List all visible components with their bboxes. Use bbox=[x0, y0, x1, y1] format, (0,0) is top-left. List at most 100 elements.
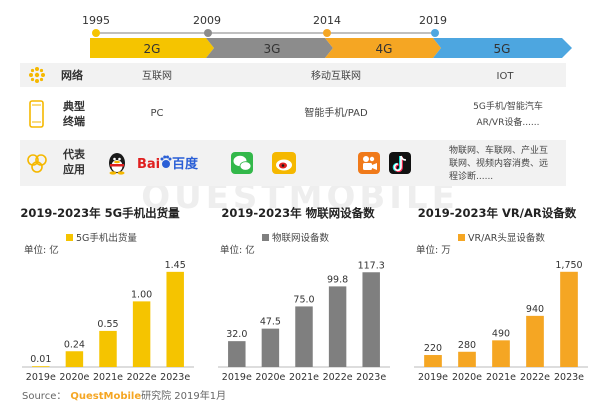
bar-value-label: 490 bbox=[492, 328, 510, 339]
row-label-apps-1: 代表 bbox=[62, 147, 86, 161]
network-mobile-internet: 移动互联网 bbox=[311, 69, 361, 82]
bar-2022e bbox=[328, 286, 347, 367]
bar-2019e bbox=[228, 341, 246, 367]
bar-2021e bbox=[295, 306, 313, 367]
row-label-devices-1: 典型 bbox=[63, 99, 85, 113]
iot-apps-line2: 联网、视频内容消费、远 bbox=[449, 157, 548, 169]
legend-swatch bbox=[262, 234, 269, 241]
row-label-network: 网络 bbox=[61, 68, 83, 82]
baidu-text-cn: 百度 bbox=[172, 156, 199, 172]
x-tick-label: 2022e bbox=[520, 372, 550, 383]
bar-value-label: 0.01 bbox=[30, 354, 51, 365]
bar-2023e bbox=[166, 271, 184, 367]
phone-icon bbox=[29, 100, 44, 128]
timeline-dot-2014 bbox=[323, 29, 331, 37]
network-internet: 互联网 bbox=[142, 70, 172, 82]
row-devices: 典型 终端 PC 智能手机/PAD 5G手机/智能汽车 AR/VR设备.....… bbox=[29, 99, 543, 128]
segment-4g bbox=[325, 38, 441, 58]
x-tick-label: 2021e bbox=[289, 372, 319, 383]
x-tick-label: 2020e bbox=[59, 372, 89, 383]
bar-value-label: 1.45 bbox=[165, 260, 186, 271]
chart-title: 2019-2023年 物联网设备数 bbox=[221, 206, 375, 220]
segment-2g bbox=[90, 38, 214, 58]
legend-label: VR/AR头显设备数 bbox=[468, 232, 545, 244]
segment-3g bbox=[206, 38, 333, 58]
device-smartphone: 智能手机/PAD bbox=[304, 106, 368, 119]
row-apps: 代表 应用 Bai 百度 bbox=[27, 144, 548, 182]
year-2009: 2009 bbox=[193, 14, 221, 27]
source-suffix: 研究院 2019年1月 bbox=[141, 389, 226, 402]
x-tick-label: 2021e bbox=[93, 372, 123, 383]
row-network-bg bbox=[20, 63, 566, 87]
bar-value-label: 220 bbox=[424, 343, 442, 354]
x-tick-label: 2022e bbox=[323, 372, 353, 383]
bar-2020e bbox=[65, 351, 84, 367]
bar-2021e bbox=[99, 330, 117, 367]
year-2019: 2019 bbox=[419, 14, 447, 27]
segment-4g-label: 4G bbox=[376, 42, 393, 56]
douyin-icon bbox=[389, 152, 411, 174]
chart-unit-label: 单位: 亿 bbox=[220, 244, 255, 256]
bar-2021e bbox=[492, 340, 510, 367]
bar-2023e bbox=[362, 272, 380, 367]
row-label-apps-2: 应用 bbox=[63, 162, 85, 176]
x-tick-label: 2022e bbox=[127, 372, 157, 383]
bar-2023e bbox=[560, 271, 578, 367]
segment-5g-label: 5G bbox=[494, 42, 511, 56]
kuaishou-icon bbox=[358, 152, 380, 174]
network-icon bbox=[29, 67, 45, 83]
x-tick-label: 2020e bbox=[452, 372, 482, 383]
bar-2019e bbox=[32, 366, 50, 367]
device-pc: PC bbox=[150, 108, 163, 119]
bar-2020e bbox=[261, 328, 280, 367]
legend-swatch bbox=[66, 234, 73, 241]
wechat-icon bbox=[231, 152, 253, 174]
year-1995: 1995 bbox=[82, 14, 110, 27]
chart-unit-label: 单位: 亿 bbox=[24, 244, 59, 256]
legend-swatch bbox=[458, 234, 465, 241]
legend-label: 5G手机出货量 bbox=[76, 232, 137, 244]
iot-apps-line1: 物联网、车联网、产业互 bbox=[449, 144, 548, 156]
bar-2022e bbox=[132, 301, 151, 367]
x-tick-label: 2020e bbox=[255, 372, 285, 383]
timeline: 1995 2009 2014 2019 2G 3G 4G 5G bbox=[82, 14, 572, 58]
segment-3g-label: 3G bbox=[264, 42, 281, 56]
year-2014: 2014 bbox=[313, 14, 341, 27]
iot-apps-line3: 程诊断...... bbox=[449, 170, 493, 182]
timeline-dot-2019 bbox=[431, 29, 439, 37]
x-tick-label: 2023e bbox=[554, 372, 584, 383]
timeline-dot-2009 bbox=[204, 29, 212, 37]
device-5g-line1: 5G手机/智能汽车 bbox=[473, 100, 543, 112]
bar-2022e bbox=[526, 315, 544, 367]
bar-2020e bbox=[458, 351, 476, 367]
x-tick-label: 2023e bbox=[356, 372, 386, 383]
x-tick-label: 2019e bbox=[26, 372, 56, 383]
bar-value-label: 0.24 bbox=[64, 339, 85, 350]
source-line: Source： QuestMobile研究院 2019年1月 bbox=[22, 389, 226, 402]
network-iot: IOT bbox=[497, 71, 515, 82]
segment-5g bbox=[433, 38, 572, 58]
chart-title: 2019-2023年 5G手机出货量 bbox=[20, 206, 180, 220]
bar-value-label: 940 bbox=[526, 304, 544, 315]
chart-unit-label: 单位: 万 bbox=[416, 244, 451, 256]
baidu-paw-icon bbox=[160, 155, 172, 168]
bar-value-label: 1.00 bbox=[131, 289, 152, 300]
baidu-logo: Bai 百度 bbox=[137, 155, 199, 172]
bar-value-label: 0.55 bbox=[97, 319, 118, 330]
bar-value-label: 99.8 bbox=[327, 274, 348, 285]
bar-value-label: 75.0 bbox=[293, 294, 314, 305]
bar-2019e bbox=[424, 355, 442, 367]
weibo-icon bbox=[272, 152, 296, 174]
legend-label: 物联网设备数 bbox=[272, 232, 330, 244]
x-tick-label: 2019e bbox=[222, 372, 252, 383]
bar-value-label: 47.5 bbox=[260, 317, 281, 328]
qq-icon bbox=[109, 153, 125, 175]
apps-icon bbox=[27, 154, 47, 173]
source-prefix: Source： bbox=[22, 391, 66, 402]
timeline-dot-1995 bbox=[92, 29, 100, 37]
